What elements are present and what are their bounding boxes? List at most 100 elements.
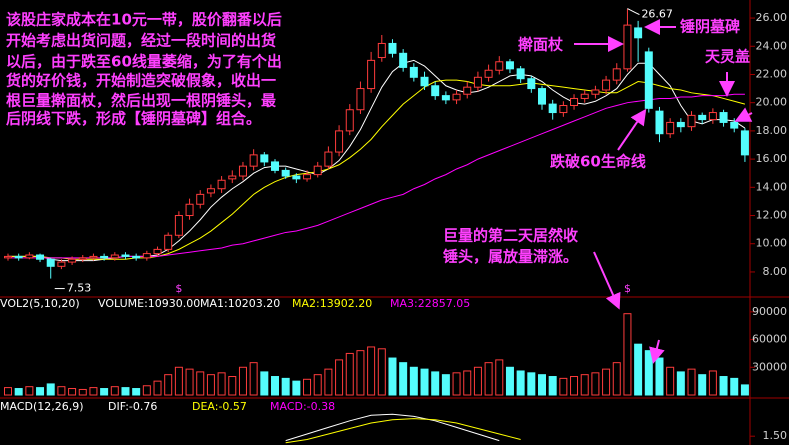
candle-body	[121, 254, 130, 257]
volume-bar	[644, 350, 653, 396]
volume-bar	[527, 372, 536, 396]
signal: $	[624, 282, 631, 295]
volume-bar	[345, 352, 354, 396]
volume-bar	[142, 385, 151, 396]
volume-bar	[174, 366, 183, 396]
y-tick-label: 1.50	[763, 429, 788, 442]
skull-label: 天灵盖	[705, 48, 750, 66]
candle-body	[110, 254, 119, 259]
volume-bar	[612, 362, 621, 396]
marks: 8.00 10.00 12.00 14.00 16.00 18.00 20.00 22.00 2…	[0, 8, 788, 444]
volume-bar	[89, 387, 98, 396]
candle-body	[367, 59, 376, 90]
volume-bar	[377, 348, 386, 396]
volume-bar	[185, 368, 194, 396]
volume-bar	[676, 371, 685, 396]
candle-body	[388, 42, 397, 54]
volume-bar	[36, 387, 45, 396]
candle-body	[228, 175, 237, 180]
volume-bar	[420, 368, 429, 396]
volume-bar	[473, 366, 482, 396]
volume-bar	[228, 376, 237, 396]
volume-bar	[324, 368, 333, 396]
candle-body	[313, 165, 322, 176]
volume-bar	[505, 366, 514, 396]
candle-body	[185, 203, 194, 217]
volume-bar	[4, 387, 12, 396]
volume-bar	[441, 374, 450, 396]
volume-bar	[356, 350, 365, 396]
candle-body	[335, 130, 344, 153]
volume-bar	[271, 376, 279, 396]
candle-body	[196, 193, 205, 205]
volume-bar	[132, 388, 141, 396]
candle-body	[516, 68, 525, 80]
candle-body	[292, 175, 301, 180]
break-line-label: 跌破60生命线	[550, 153, 646, 171]
candle-body	[249, 154, 258, 167]
volume-bar	[217, 372, 226, 396]
volume-bar	[559, 377, 568, 396]
candle-body	[719, 112, 728, 123]
signal: $	[175, 282, 182, 295]
candle-body	[281, 169, 290, 177]
panel-header: MACD(12,26,9)	[0, 400, 84, 413]
candle-body	[548, 103, 557, 114]
candle-body	[559, 105, 568, 114]
candle-body	[271, 161, 279, 171]
description-line: 开始考虑出货问题，经过一段时间的出货	[6, 32, 276, 50]
candle-body	[324, 151, 333, 167]
candle-body	[260, 154, 269, 163]
volume-bar	[78, 388, 87, 396]
moving-average	[8, 93, 745, 259]
low-label: 7.53	[67, 282, 92, 295]
volume-note: 锤头，属放量滞涨。	[443, 248, 578, 266]
candle-body	[25, 254, 34, 259]
candle-body	[142, 253, 151, 259]
candle-body	[68, 258, 77, 263]
y-tick-label: 90000	[752, 305, 787, 318]
volume-bar	[25, 386, 34, 396]
indicator-line	[285, 413, 500, 442]
volume-bar	[580, 374, 589, 396]
volume-bar	[153, 380, 162, 396]
volume-bar	[623, 313, 632, 396]
volume-bar	[698, 374, 707, 396]
candle-body	[303, 174, 312, 180]
volume-bar	[484, 362, 493, 396]
candle-body	[206, 188, 215, 194]
panel-header: VOLUME:10930.00	[98, 297, 200, 310]
volume-bar	[367, 346, 376, 396]
description-line: 货的好价钱，开始制造突破假象，收出一	[6, 72, 276, 90]
volume-bar	[196, 371, 205, 396]
candle-body	[100, 255, 109, 259]
candle-body	[409, 66, 418, 78]
candle-body	[217, 179, 226, 190]
volume-bar	[238, 366, 247, 396]
candle-body	[676, 121, 685, 128]
annotations: 该股庄家成本在10元一带，股价翻番以后 开始考虑出货问题，经过一段时间的出货 以…	[6, 11, 753, 364]
volume-bar	[335, 359, 344, 396]
volume-bar	[431, 371, 440, 396]
candle-body	[89, 255, 98, 259]
candle-body	[473, 76, 482, 88]
y-tick-label: 24.00	[756, 39, 788, 52]
candle-body	[420, 76, 429, 87]
volume-bar	[388, 357, 397, 396]
volume-bar	[281, 377, 290, 396]
arrow	[734, 107, 753, 122]
candle-body	[740, 130, 749, 156]
panel-header: MA3:22857.05	[390, 297, 470, 310]
volume-bar	[292, 380, 301, 396]
candle-body	[431, 85, 440, 97]
volume-bar	[570, 376, 579, 396]
candle-body	[623, 24, 632, 70]
candle-body	[612, 68, 621, 81]
high-label: 26.67	[641, 8, 673, 21]
candle-body	[356, 88, 365, 111]
candle-body	[634, 27, 643, 39]
description-line: 该股庄家成本在10元一带，股价翻番以后	[6, 11, 282, 29]
y-tick-label: 30000	[752, 360, 787, 373]
volume-bar	[68, 388, 77, 396]
